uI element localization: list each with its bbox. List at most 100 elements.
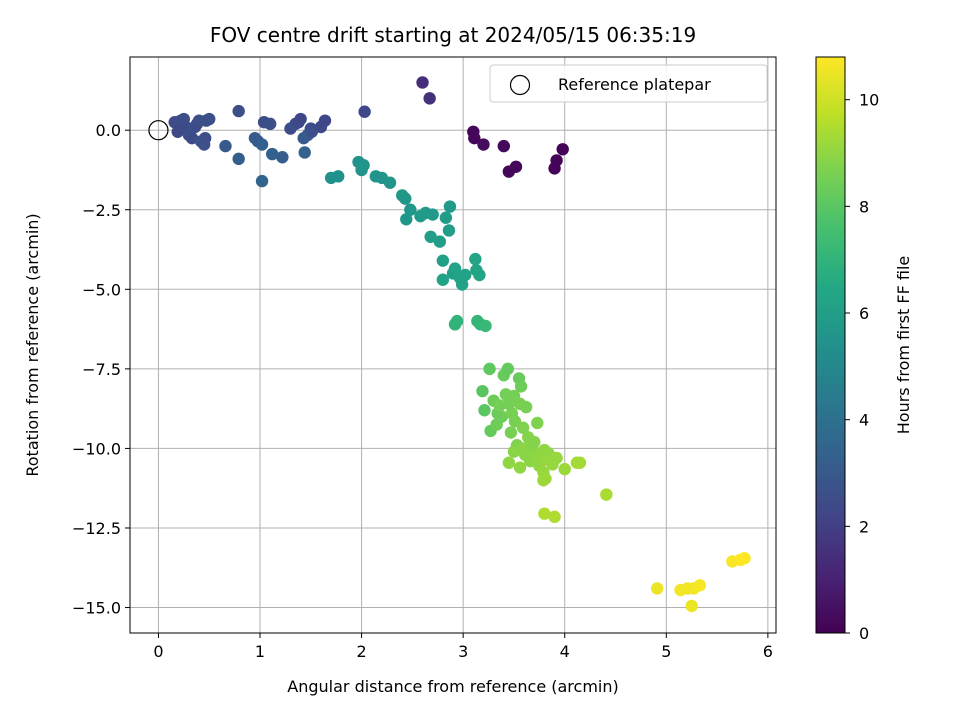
data-point <box>203 112 216 126</box>
x-axis-title: Angular distance from reference (arcmin) <box>287 677 618 696</box>
data-point <box>332 170 345 183</box>
data-point <box>294 112 307 126</box>
data-point <box>433 235 446 248</box>
y-tick-label: −12.5 <box>72 519 121 538</box>
data-point <box>493 399 506 412</box>
data-point <box>483 362 496 376</box>
data-point <box>548 510 561 524</box>
data-point <box>255 174 269 188</box>
data-point <box>232 104 245 118</box>
grid-lines <box>130 57 776 633</box>
data-point <box>550 154 563 167</box>
y-tick-label: −15.0 <box>72 599 121 618</box>
x-tick-label: 2 <box>356 642 366 661</box>
colorbar-tick-label: 10 <box>859 91 879 110</box>
data-point <box>443 200 457 213</box>
legend-reference-marker <box>509 74 531 96</box>
data-point <box>358 105 371 118</box>
y-tick-label: −10.0 <box>72 439 121 458</box>
data-point <box>550 451 563 465</box>
data-point <box>531 416 544 430</box>
data-point <box>469 252 482 266</box>
data-point <box>424 230 437 244</box>
colorbar-tick-label: 8 <box>859 197 869 216</box>
data-point <box>504 426 518 439</box>
data-point <box>436 254 450 267</box>
data-point <box>556 143 569 156</box>
colorbar-title: Hours from first FF file <box>894 256 913 435</box>
data-point <box>509 160 523 173</box>
x-tick-label: 6 <box>763 642 773 661</box>
legend-label: Reference platepar <box>558 75 711 94</box>
data-point <box>516 421 530 434</box>
data-point <box>476 384 489 398</box>
colorbar-ticks: 0 2 4 6 8 10 <box>845 91 879 643</box>
data-point <box>502 456 516 469</box>
legend-box <box>489 64 768 103</box>
data-point <box>539 472 552 485</box>
data-point <box>479 319 492 333</box>
reference-point <box>148 120 169 141</box>
data-point <box>436 273 450 286</box>
data-points <box>168 76 751 613</box>
data-point <box>573 456 587 469</box>
data-point <box>507 445 521 458</box>
data-point <box>693 579 707 592</box>
data-point <box>478 404 491 417</box>
y-tick-label: 0.0 <box>96 121 121 140</box>
x-axis-ticks: 0 1 2 3 4 5 6 <box>153 633 773 661</box>
data-point <box>458 268 472 282</box>
data-point <box>495 410 508 423</box>
data-point <box>305 125 319 138</box>
y-axis-title: Rotation from reference (arcmin) <box>23 213 42 476</box>
data-point <box>528 435 541 449</box>
chart-title: FOV centre drift starting at 2024/05/15 … <box>210 23 696 47</box>
colorbar-gradient <box>815 56 846 634</box>
data-point <box>404 203 417 216</box>
x-tick-label: 4 <box>560 642 570 661</box>
data-point <box>514 380 528 393</box>
y-tick-label: −7.5 <box>82 360 121 379</box>
data-point <box>263 117 277 131</box>
data-point <box>513 461 527 474</box>
data-point <box>416 76 429 89</box>
data-point <box>423 92 436 105</box>
data-point <box>558 462 571 476</box>
x-tick-label: 0 <box>153 642 163 661</box>
plot-frame <box>129 56 777 634</box>
data-point <box>650 582 664 595</box>
colorbar-tick-label: 2 <box>859 517 869 536</box>
data-point <box>448 262 462 275</box>
data-point <box>450 314 464 328</box>
colorbar-tick-label: 6 <box>859 304 869 323</box>
data-point <box>501 362 515 376</box>
y-tick-label: −2.5 <box>82 201 121 220</box>
data-point <box>439 211 453 224</box>
colorbar-tick-label: 4 <box>859 411 869 430</box>
data-point <box>198 131 212 145</box>
data-point <box>266 147 279 161</box>
data-point <box>442 224 456 237</box>
data-point <box>600 488 613 501</box>
data-point <box>399 192 412 205</box>
data-point <box>468 131 481 145</box>
y-axis-ticks: 0.0 −2.5 −5.0 −7.5 −10.0 −12.5 −15.0 <box>72 121 130 618</box>
data-point <box>276 151 289 164</box>
data-point <box>455 278 469 291</box>
data-point <box>426 208 439 221</box>
data-point <box>357 158 370 172</box>
data-point <box>383 176 397 189</box>
data-point <box>477 138 490 151</box>
legend: Reference platepar <box>489 64 768 103</box>
data-point <box>232 152 245 166</box>
x-tick-label: 3 <box>458 642 468 661</box>
data-point <box>738 552 751 565</box>
data-point <box>497 139 510 153</box>
data-point <box>519 400 533 414</box>
y-tick-label: −5.0 <box>82 280 121 299</box>
x-tick-label: 1 <box>255 642 265 661</box>
data-point <box>255 138 269 151</box>
colorbar-tick-label: 0 <box>859 624 869 643</box>
data-point <box>538 507 551 520</box>
